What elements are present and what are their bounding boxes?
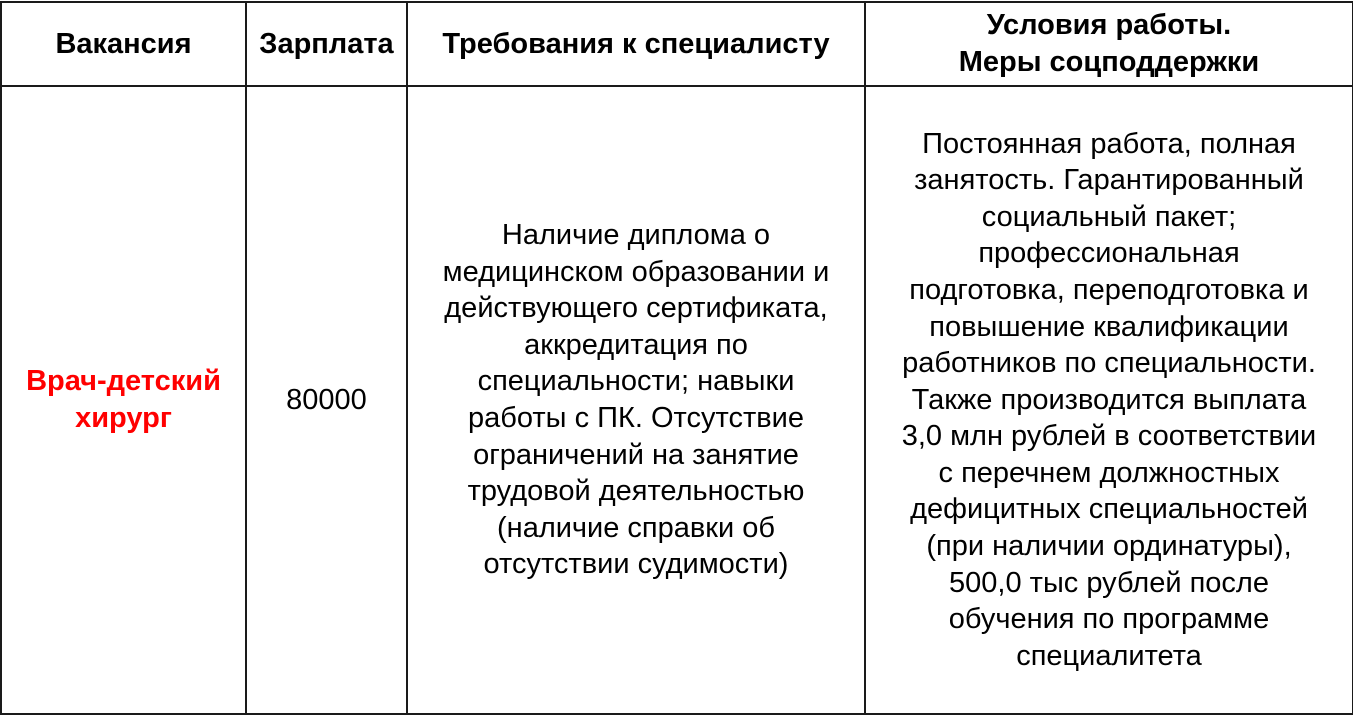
conditions-line: занятость. Гарантированный — [914, 164, 1304, 197]
conditions-line: повышение квалификации — [929, 310, 1289, 343]
conditions-line: Постоянная работа, полная — [922, 127, 1296, 160]
requirements-line: ограничений на занятие — [473, 438, 799, 471]
header-conditions: Условия работы. Меры соцподдержки — [864, 1, 1353, 87]
requirements-line: аккредитация по — [524, 328, 748, 361]
requirements-cell: Наличие диплома о медицинском образовании… — [406, 85, 866, 715]
requirements-line: работы с ПК. Отсутствие — [468, 402, 804, 434]
conditions-line: профессиональная — [978, 237, 1240, 270]
conditions-line: с перечнем должностных — [938, 456, 1280, 489]
requirements-line: трудовой деятельностью — [467, 475, 805, 508]
conditions-line: Также производится выплата — [911, 383, 1307, 416]
requirements-line: специальности; навыки — [477, 365, 795, 398]
requirements-line: Наличие диплома о — [501, 219, 771, 252]
vacancy-cell: Врач-детский хирург — [0, 85, 247, 715]
requirements-line: (наличие справки об — [497, 511, 775, 544]
header-row: Вакансия Зарплата Требования к специалис… — [0, 1, 1353, 87]
header-requirements: Требования к специалисту — [406, 1, 866, 87]
conditions-line: дефицитных специальностей — [910, 493, 1308, 526]
conditions-line: 3,0 млн рублей в соответствии — [901, 420, 1317, 453]
table-row: Врач-детский хирург 80000 Наличие диплом… — [0, 85, 1353, 715]
conditions-line: обучения по программе — [948, 603, 1270, 636]
conditions-line: 500,0 тыс рублей после — [949, 566, 1269, 599]
conditions-line: социальный пакет; — [981, 200, 1237, 233]
requirements-line: медицинском образовании и — [442, 255, 830, 288]
requirements-line: действующего сертификата, — [444, 292, 828, 325]
header-salary: Зарплата — [245, 1, 408, 87]
header-vacancy: Вакансия — [0, 1, 247, 87]
conditions-line: (при наличии ординатуры), — [926, 530, 1292, 563]
salary-cell: 80000 — [245, 85, 408, 715]
vacancy-line: хирург — [75, 402, 172, 434]
conditions-line: специалитета — [1016, 639, 1202, 672]
conditions-line: работников по специальности. — [902, 347, 1316, 380]
requirements-line: отсутствии судимости) — [483, 548, 789, 581]
conditions-line: подготовка, переподготовка и — [909, 273, 1309, 306]
conditions-cell: Постоянная работа, полная занятость. Гара… — [864, 85, 1353, 715]
header-conditions-line: Условия работы. — [986, 9, 1232, 42]
vacancy-line: Врач-детский — [26, 365, 221, 398]
header-conditions-line: Меры соцподдержки — [958, 46, 1260, 78]
